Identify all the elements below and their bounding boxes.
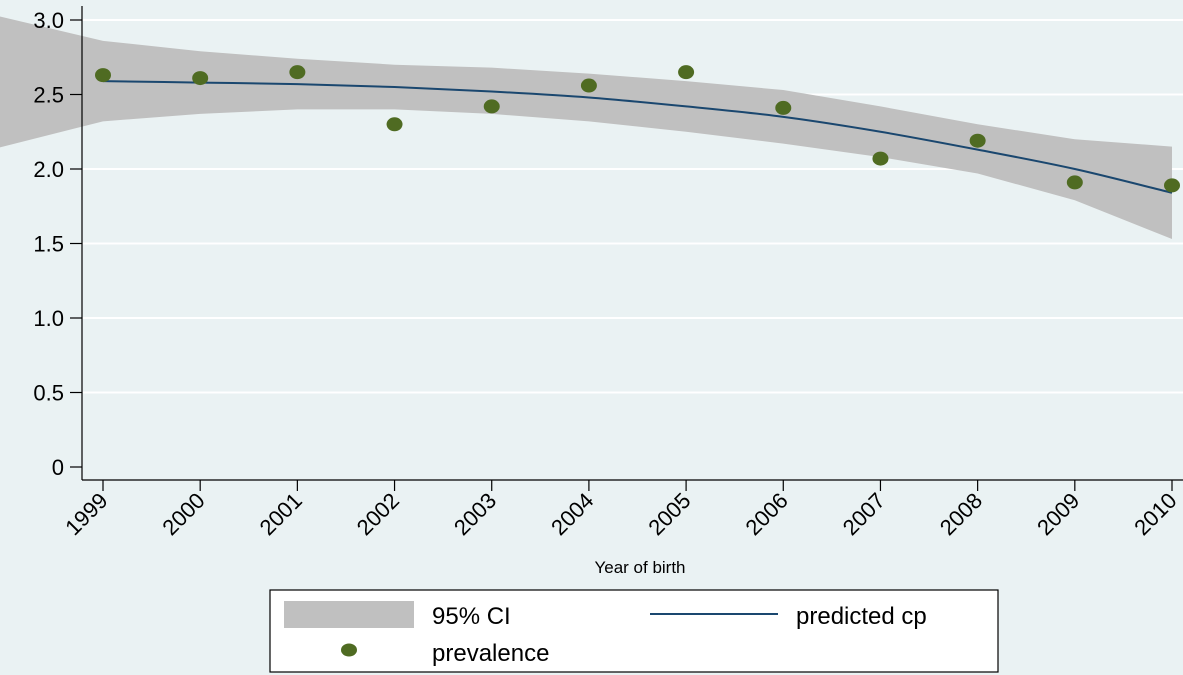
y-tick-label: 0 — [52, 455, 64, 480]
scatter-point — [386, 117, 403, 132]
scatter-point — [1066, 175, 1083, 190]
legend: 95% CI predicted cp prevalence — [269, 589, 999, 673]
x-tick-label: 2006 — [741, 488, 793, 540]
scatter-layer — [95, 65, 1180, 193]
x-tick-label: 2001 — [255, 488, 307, 540]
x-tick-label: 2009 — [1032, 488, 1084, 540]
scatter-point — [872, 151, 889, 166]
x-tick-label: 2003 — [449, 488, 501, 540]
y-tick-label: 0.5 — [33, 381, 64, 406]
legend-swatch-point — [341, 643, 357, 657]
x-tick-label: 1999 — [60, 488, 112, 540]
scatter-point — [678, 65, 695, 80]
scatter-point — [969, 133, 986, 148]
x-tick-label: 2000 — [157, 488, 209, 540]
x-tick-label: 2008 — [935, 488, 987, 540]
y-tick-label: 2.5 — [33, 83, 64, 108]
x-axis-ticks: 1999 2000 2001 2002 2003 2004 2005 2006 2007 2008… — [60, 480, 1182, 540]
scatter-point — [95, 68, 111, 83]
y-tick-label: 1.5 — [33, 232, 64, 257]
x-tick-label: 2007 — [838, 488, 890, 540]
legend-label-ci: 95% CI — [432, 603, 511, 630]
ci-band — [103, 40, 1172, 240]
x-tick-label: 2004 — [546, 488, 598, 540]
x-tick-label: 2005 — [643, 488, 695, 540]
y-tick-label: 1.0 — [33, 306, 64, 331]
fit-line — [102, 80, 1173, 194]
scatter-point — [483, 99, 500, 114]
y-axis-ticks: 0 0.5 1.0 1.5 2.0 2.5 3.0 — [33, 8, 82, 480]
fit-line-layer — [102, 80, 1173, 194]
ci-band-extension — [0, 16, 103, 148]
ci-band-layer — [103, 40, 1172, 240]
legend-swatch-ci — [284, 601, 414, 628]
grid-lines — [83, 19, 1183, 394]
legend-label-point: prevalence — [432, 640, 549, 667]
x-axis-title: Year of birth — [594, 558, 685, 577]
ci-band-overflow — [0, 16, 103, 148]
scatter-point — [580, 78, 597, 93]
legend-label-line: predicted cp — [796, 603, 927, 630]
scatter-point — [1164, 178, 1180, 193]
x-tick-label: 2010 — [1129, 488, 1181, 540]
scatter-point — [289, 65, 306, 80]
scatter-point — [192, 71, 209, 86]
scatter-point — [775, 100, 792, 115]
y-tick-label: 2.0 — [33, 157, 64, 182]
y-tick-label: 3.0 — [33, 8, 64, 33]
x-tick-label: 2002 — [352, 488, 404, 540]
